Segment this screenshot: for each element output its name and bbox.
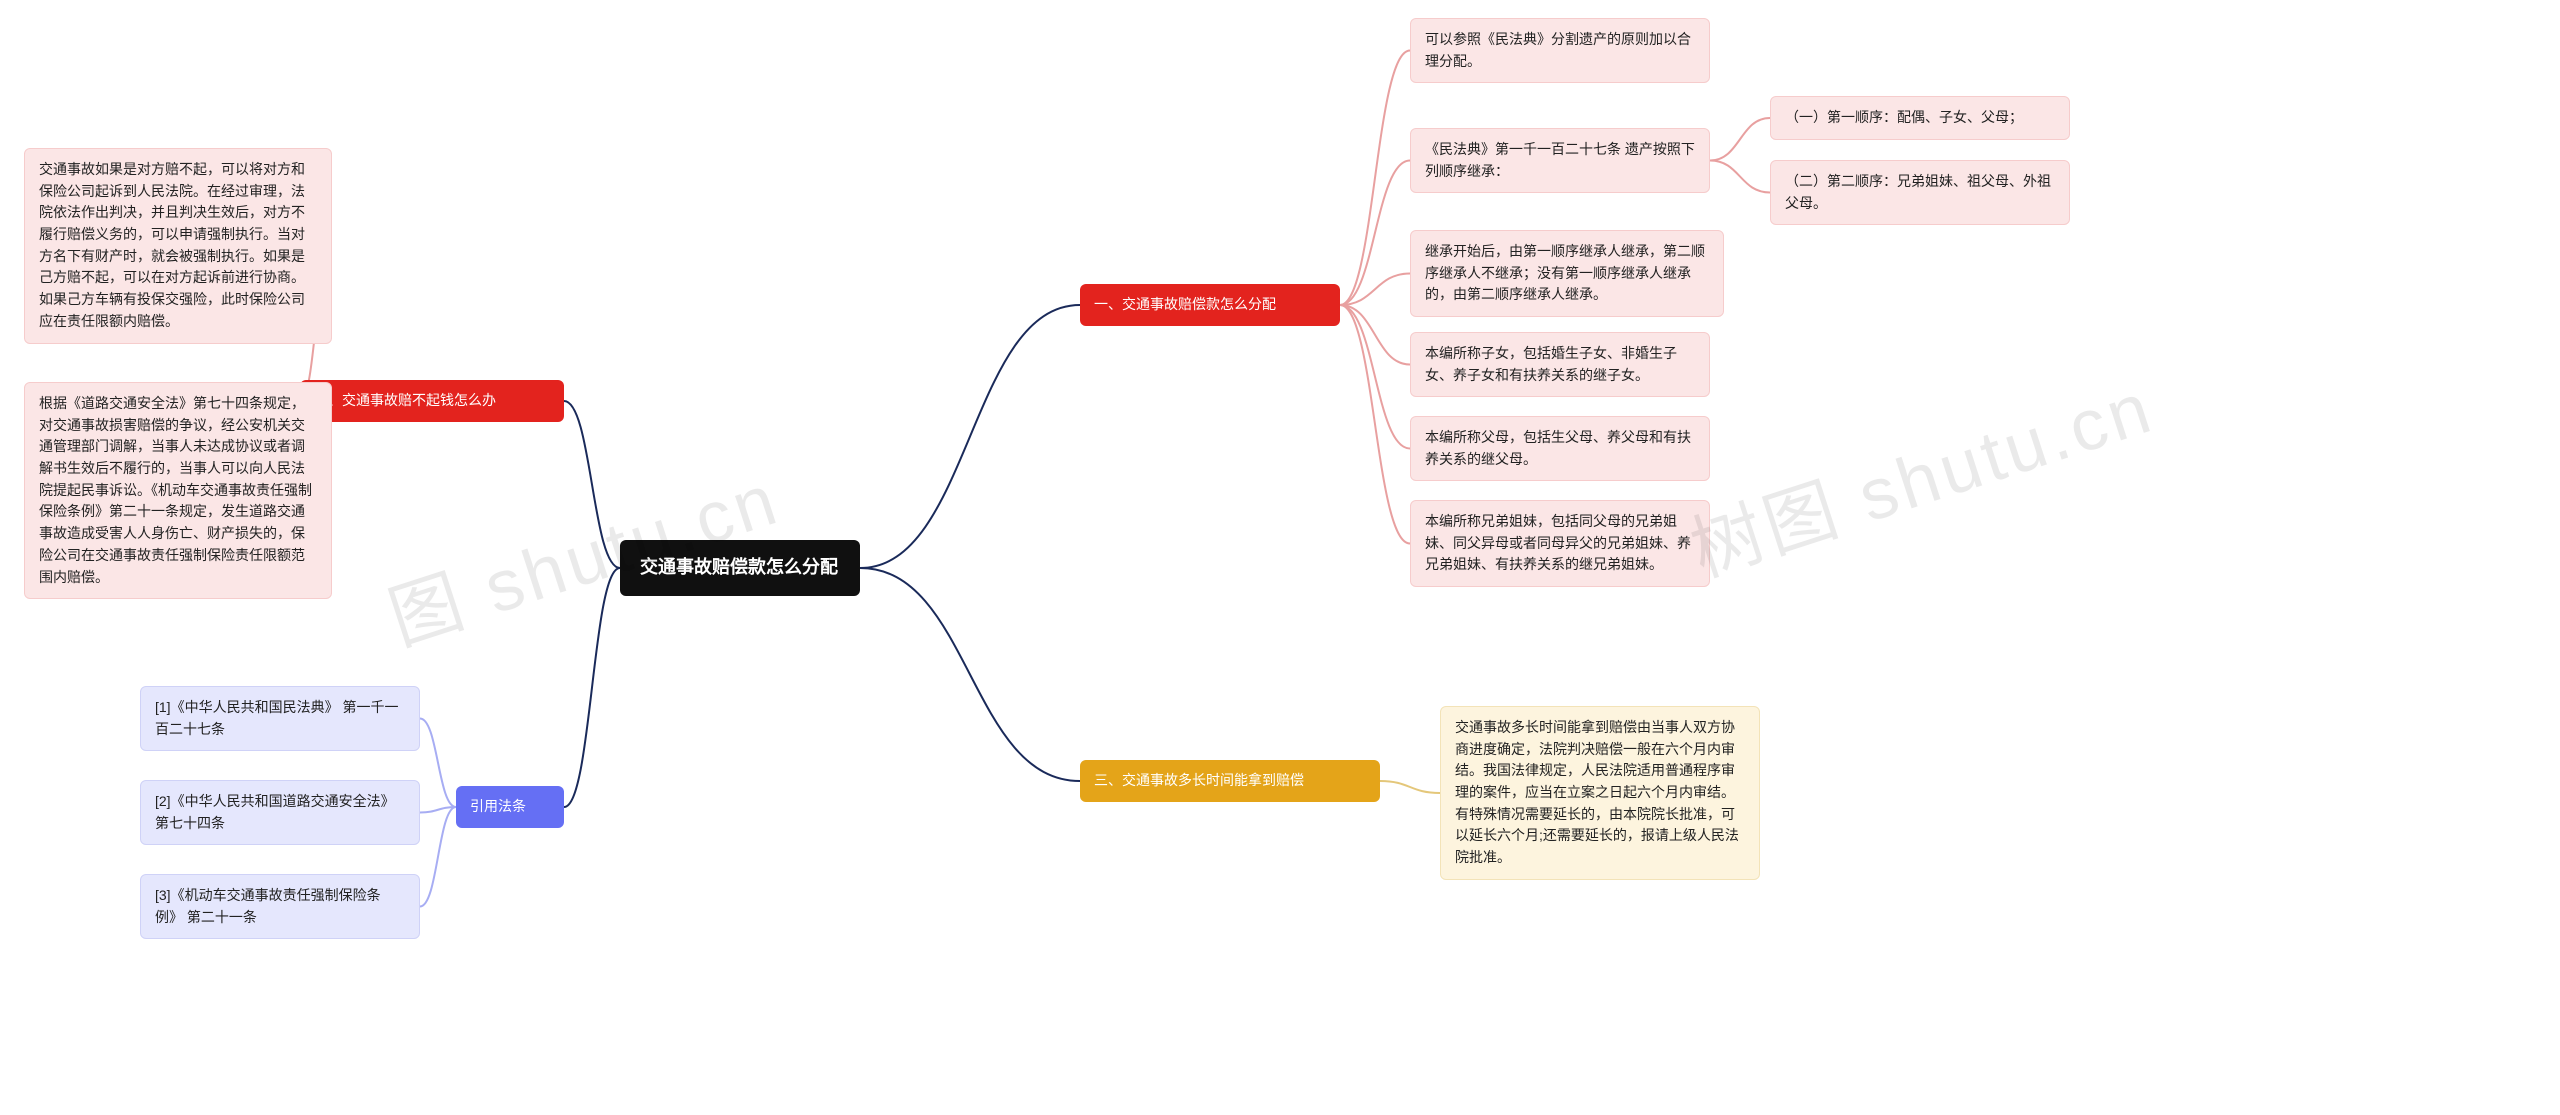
mindmap-node: 交通事故如果是对方赔不起，可以将对方和保险公司起诉到人民法院。在经过审理，法院依… [24,148,332,344]
mindmap-node: 本编所称兄弟姐妹，包括同父母的兄弟姐妹、同父异母或者同母异父的兄弟姐妹、养兄弟姐… [1410,500,1710,587]
edge [860,568,1080,781]
edge [564,401,620,568]
mindmap-node: 继承开始后，由第一顺序继承人继承，第二顺序继承人不继承；没有第一顺序继承人继承的… [1410,230,1724,317]
mindmap-node: 《民法典》第一千一百二十七条 遗产按照下列顺序继承： [1410,128,1710,193]
mindmap-node: 可以参照《民法典》分割遗产的原则加以合理分配。 [1410,18,1710,83]
edge [420,719,456,808]
mindmap-node: 交通事故多长时间能拿到赔偿由当事人双方协商进度确定，法院判决赔偿一般在六个月内审… [1440,706,1760,880]
edge [1340,305,1410,365]
mindmap-node: 一、交通事故赔偿款怎么分配 [1080,284,1340,326]
mindmap-node: 三、交通事故多长时间能拿到赔偿 [1080,760,1380,802]
edge [1340,161,1410,306]
mindmap-node: （一）第一顺序：配偶、子女、父母； [1770,96,2070,140]
mindmap-node: 本编所称父母，包括生父母、养父母和有扶养关系的继父母。 [1410,416,1710,481]
mindmap-node: 本编所称子女，包括婚生子女、非婚生子女、养子女和有扶养关系的继子女。 [1410,332,1710,397]
mindmap-node: [2]《中华人民共和国道路交通安全法》 第七十四条 [140,780,420,845]
edge [1710,118,1770,161]
mindmap-node: [1]《中华人民共和国民法典》 第一千一百二十七条 [140,686,420,751]
edge-layer [0,0,2560,1115]
edge [420,807,456,907]
mindmap-node: 引用法条 [456,786,564,828]
mindmap-node: [3]《机动车交通事故责任强制保险条例》 第二十一条 [140,874,420,939]
edge [860,305,1080,568]
edge [1340,305,1410,449]
mindmap-node: （二）第二顺序：兄弟姐妹、祖父母、外祖父母。 [1770,160,2070,225]
edge [1340,274,1410,306]
mindmap-node: 二、交通事故赔不起钱怎么办 [300,380,564,422]
edge [420,807,456,813]
edge [564,568,620,807]
edge [1710,161,1770,193]
watermark: 树图 shutu.cn [1676,348,2165,596]
edge [1340,51,1410,306]
mindmap-node: 交通事故赔偿款怎么分配 [620,540,860,596]
edge [1340,305,1410,544]
mindmap-node: 根据《道路交通安全法》第七十四条规定，对交通事故损害赔偿的争议，经公安机关交通管… [24,382,332,599]
edge [1380,781,1440,793]
